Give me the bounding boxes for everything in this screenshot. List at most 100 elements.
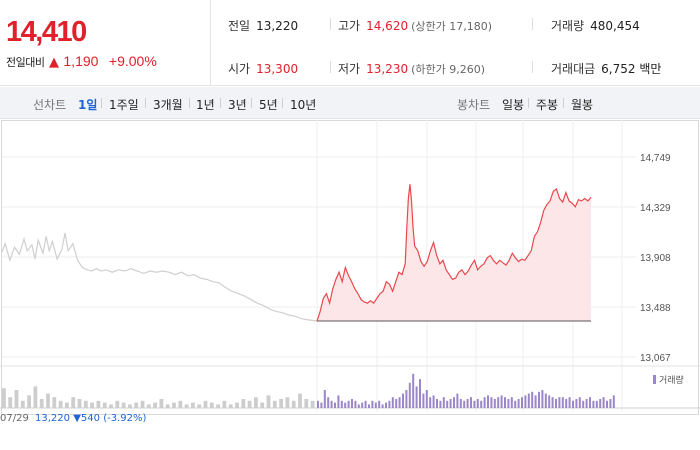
- tab-3years[interactable]: 3년: [228, 98, 247, 112]
- volume-bar-today: [490, 397, 493, 408]
- volume-bar-today: [419, 379, 421, 408]
- up-arrow-icon: ▲: [48, 55, 59, 70]
- volume-bar-prev: [285, 397, 290, 408]
- volume-bar-today: [361, 402, 364, 408]
- volume-bar-prev: [272, 400, 277, 408]
- prev-label: 전일: [228, 19, 251, 33]
- volume-bar-today: [408, 382, 411, 408]
- volume-bar-today: [374, 402, 377, 408]
- tab-1year[interactable]: 1년: [196, 98, 215, 112]
- volume-legend-label: 거래량: [659, 374, 684, 386]
- diff-label: 전일대비: [6, 56, 45, 69]
- volume-bar-today: [368, 404, 370, 408]
- volume-bar-today: [402, 393, 404, 408]
- volume-bar-prev: [153, 402, 157, 408]
- tab-divider: [528, 98, 529, 108]
- price-chart[interactable]: 14,74914,32913,90813,48813,06707/3010:00…: [0, 120, 700, 415]
- col-divider: [330, 18, 331, 30]
- volume-bar-today: [337, 395, 340, 408]
- prev-value: 13,220: [256, 19, 299, 33]
- quote-header: 14,410 전일대비 ▲ 1,190 +9.00% 전일 13,220 고가 14…: [0, 0, 700, 86]
- volume-bar-prev: [222, 400, 227, 408]
- volume-bar-today: [521, 397, 523, 408]
- volume-bar-today: [568, 397, 571, 408]
- tab-3months[interactable]: 3개월: [153, 98, 183, 112]
- volume-bar-prev: [8, 397, 13, 408]
- volume-bar-today: [391, 397, 394, 408]
- tab-divider: [189, 98, 190, 108]
- prev-change: 540: [80, 413, 100, 424]
- volume-bar-today: [354, 400, 357, 408]
- tab-divider: [101, 98, 102, 108]
- volume-bar-today: [483, 397, 486, 408]
- tab-monthly-candle[interactable]: 월봉: [571, 98, 594, 112]
- prev-close: 전일 13,220: [228, 17, 298, 34]
- volume-bar-today: [541, 390, 544, 408]
- volume-bar-today: [548, 395, 551, 408]
- tab-weekly-candle[interactable]: 주봉: [536, 98, 559, 112]
- volume-bar-today: [344, 402, 347, 408]
- volume-bar-today: [371, 400, 374, 408]
- prev-date: 07/29: [0, 413, 29, 424]
- volume-bar-prev: [115, 400, 120, 408]
- price-change: 전일대비 ▲ 1,190 +9.00%: [6, 53, 157, 70]
- volume-bar-today: [446, 400, 449, 408]
- col-divider: [532, 18, 533, 30]
- volume-bar-today: [589, 397, 591, 408]
- volume-bar-today: [470, 397, 472, 408]
- volume-bar-today: [334, 402, 336, 408]
- volume-bar-prev: [254, 397, 258, 408]
- open-value: 13,300: [256, 62, 299, 76]
- prev-close-price: 13,220: [35, 413, 71, 424]
- y-tick-label: 13,908: [640, 253, 671, 264]
- y-tick-label: 14,749: [640, 153, 671, 164]
- volume-bar-prev: [2, 388, 6, 408]
- volume-bar-prev: [140, 400, 145, 408]
- volume-bar-today: [480, 400, 483, 408]
- volume-bar-prev: [71, 397, 76, 408]
- tab-divider: [251, 98, 252, 108]
- volume-bar-today: [595, 400, 598, 408]
- high-price: 고가 14,620 (상한가 17,180): [338, 17, 492, 34]
- volume-bar-today: [544, 393, 547, 408]
- volume: 거래량 480,454: [551, 17, 640, 34]
- volume-bar-today: [351, 399, 353, 408]
- y-tick-label: 13,488: [640, 303, 671, 314]
- period-tab-bar: 선차트 1일 1주일 3개월 1년 3년 5년 10년 봉차트 일봉 주봉 월봉: [0, 87, 700, 119]
- volume-bar-prev: [159, 399, 164, 408]
- volume-bar-today: [504, 397, 506, 408]
- volume-bar-today: [432, 395, 435, 408]
- volume-bar-today: [453, 397, 455, 408]
- volume-bar-today: [449, 399, 452, 408]
- volume-bar-today: [527, 393, 530, 408]
- today-area: [317, 184, 592, 321]
- volume-bar-today: [405, 390, 408, 408]
- low-price: 저가 13,230 (하한가 9,260): [338, 60, 485, 77]
- volume-bar-prev: [165, 404, 170, 408]
- volume-bar-today: [487, 395, 489, 408]
- volume-bar-today: [565, 399, 568, 408]
- volume-bar-today: [398, 397, 401, 408]
- prev-day-line: [1, 232, 318, 322]
- volume-bar-today: [609, 399, 612, 408]
- high-label: 고가: [338, 19, 361, 33]
- volume-bar-today: [425, 390, 428, 408]
- candle-chart-caption: 봉차트: [457, 98, 491, 112]
- open-price: 시가 13,300: [228, 60, 298, 77]
- tab-1day[interactable]: 1일: [78, 98, 98, 112]
- tab-daily-candle[interactable]: 일봉: [502, 98, 525, 112]
- volume-bar-prev: [27, 395, 31, 408]
- volume-bar-today: [323, 390, 326, 408]
- volume-bar-today: [395, 399, 398, 408]
- tab-10years[interactable]: 10년: [290, 98, 317, 112]
- volume-bar-prev: [46, 393, 50, 408]
- volume-bar-today: [578, 397, 581, 408]
- tab-1week[interactable]: 1주일: [109, 98, 139, 112]
- volume-bar-today: [364, 400, 367, 408]
- volume-bar-today: [473, 400, 476, 408]
- volume-bar-prev: [247, 400, 252, 408]
- volume-label: 거래량: [551, 19, 585, 33]
- diff-value: 1,190: [63, 53, 99, 69]
- tab-5years[interactable]: 5년: [259, 98, 278, 112]
- volume-bar-prev: [58, 400, 63, 408]
